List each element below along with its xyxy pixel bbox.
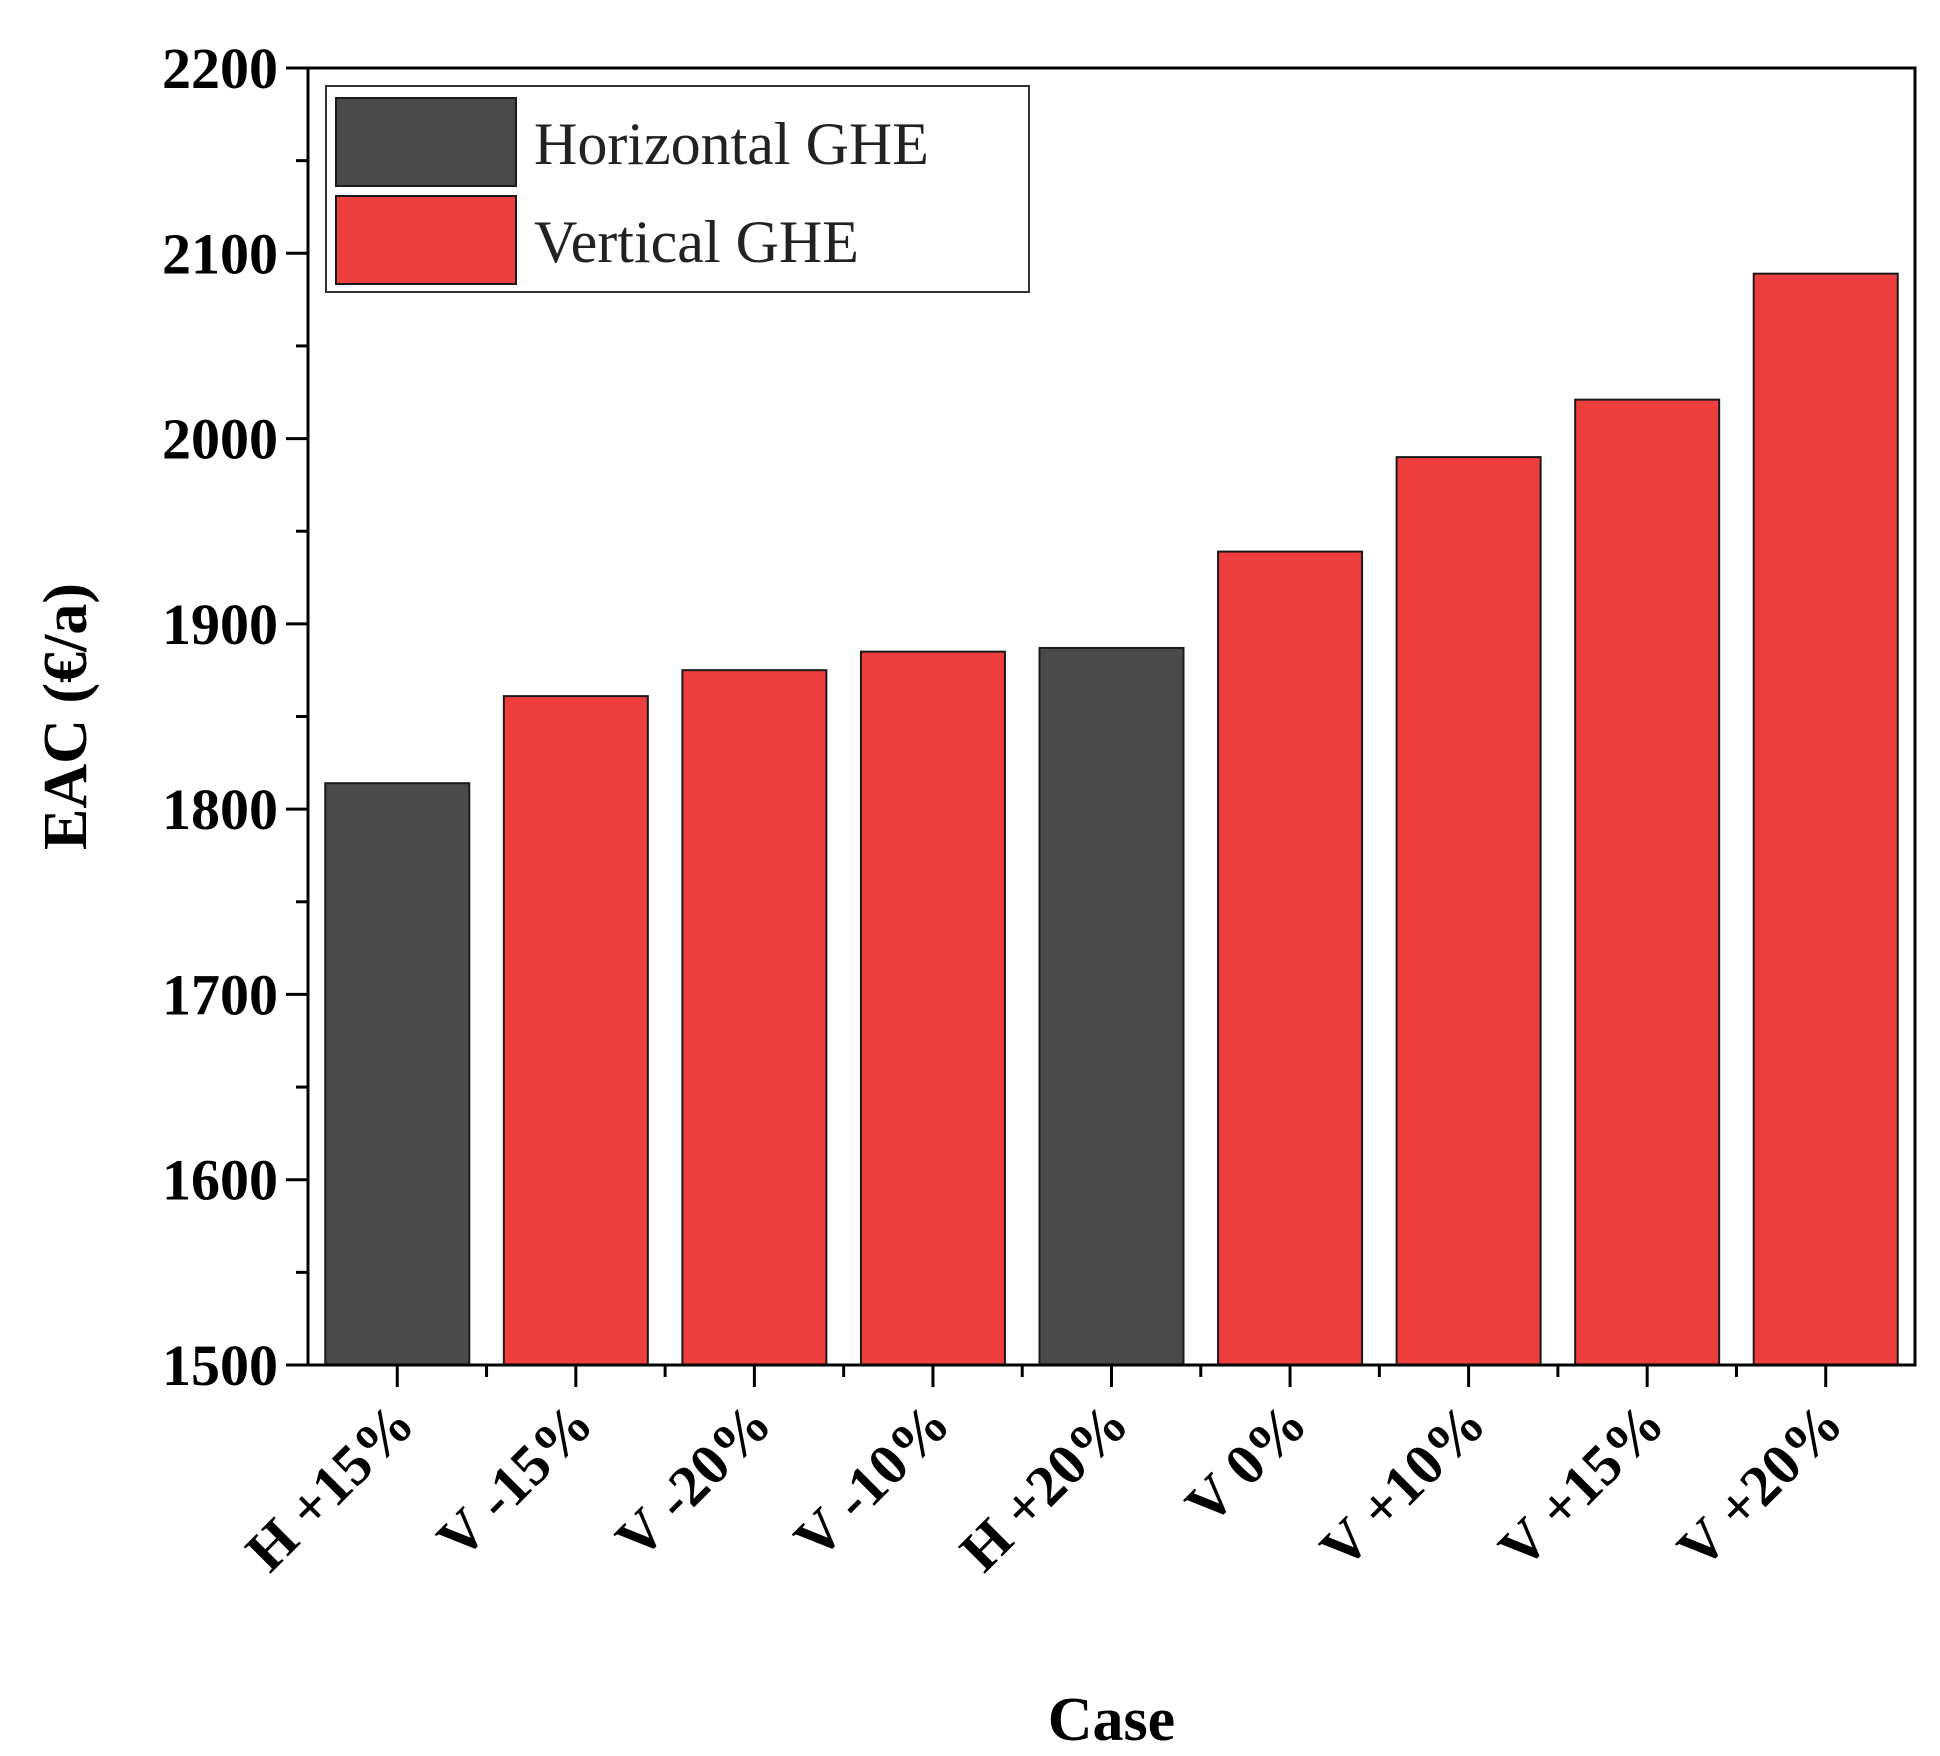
legend-label-1: Horizontal GHE [534,111,929,177]
x-tick-label: V -15% [424,1390,605,1571]
bar-6 [1217,550,1364,1366]
y-tick-label: 1500 [162,1333,278,1398]
bar-4 [859,650,1006,1366]
x-tick-label: V 0% [1173,1390,1320,1537]
x-axis-title: Case [1048,1686,1175,1754]
bar-8 [1574,398,1721,1366]
bar-2 [502,695,649,1366]
y-tick-label: 1900 [162,592,278,657]
x-tick-label: V +15% [1486,1390,1676,1580]
x-tick-label: H +15% [233,1390,427,1584]
y-axis-title: EAC (€/a) [32,583,100,850]
y-tick-label: 2100 [162,221,278,286]
x-tick-label: V -20% [603,1390,784,1571]
y-tick-label: 1700 [162,962,278,1027]
bar-3 [681,669,828,1366]
bar-5 [1038,646,1185,1366]
bar-9 [1752,272,1899,1367]
legend: Horizontal GHE Vertical GHE [325,85,1030,293]
legend-label-2: Vertical GHE [534,209,859,275]
y-tick-label: 1800 [162,777,278,842]
x-tick-label: H +20% [947,1390,1141,1584]
y-tick-label: 2200 [162,36,278,101]
bar-1 [324,782,471,1366]
y-tick-label: 1600 [162,1148,278,1213]
x-tick-label: V +20% [1664,1390,1854,1580]
bar-7 [1395,456,1542,1367]
x-tick-label: V -10% [781,1390,962,1571]
bars [324,272,1899,1367]
legend-swatch-1 [335,97,517,187]
legend-swatch-2 [335,195,517,285]
y-tick-label: 2000 [162,407,278,472]
x-tick-label: V +10% [1307,1390,1497,1580]
